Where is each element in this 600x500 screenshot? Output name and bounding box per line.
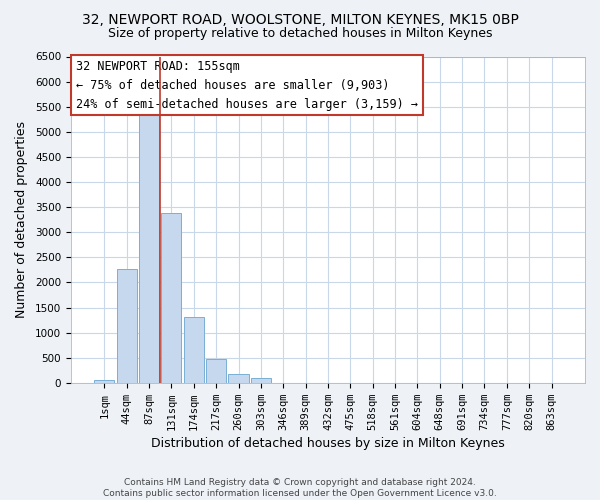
Text: 32 NEWPORT ROAD: 155sqm
← 75% of detached houses are smaller (9,903)
24% of semi: 32 NEWPORT ROAD: 155sqm ← 75% of detache… <box>76 60 418 111</box>
Bar <box>139 109 159 383</box>
Bar <box>184 317 204 383</box>
Bar <box>161 212 181 383</box>
Text: 32, NEWPORT ROAD, WOOLSTONE, MILTON KEYNES, MK15 0BP: 32, NEWPORT ROAD, WOOLSTONE, MILTON KEYN… <box>82 12 518 26</box>
Text: Contains HM Land Registry data © Crown copyright and database right 2024.
Contai: Contains HM Land Registry data © Crown c… <box>103 478 497 498</box>
Bar <box>206 358 226 383</box>
Y-axis label: Number of detached properties: Number of detached properties <box>15 121 28 318</box>
Bar <box>251 378 271 383</box>
Bar <box>94 380 115 383</box>
Bar <box>116 269 137 383</box>
Text: Size of property relative to detached houses in Milton Keynes: Size of property relative to detached ho… <box>108 28 492 40</box>
X-axis label: Distribution of detached houses by size in Milton Keynes: Distribution of detached houses by size … <box>151 437 505 450</box>
Bar <box>229 374 248 383</box>
